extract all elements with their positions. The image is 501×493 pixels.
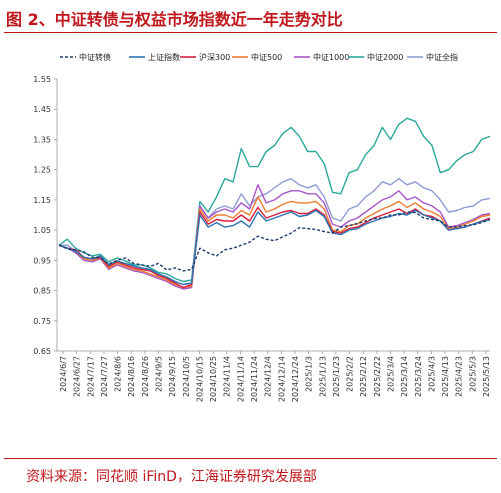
x-tick-label: 2024/8/26 (141, 356, 150, 397)
x-tick-label: 2024/11/24 (250, 356, 259, 402)
chart-legend: 中证转债 上证指数 沪深300 中证500 中证1000 中证2000 中证全指 (60, 52, 458, 62)
x-tick-label: 2025/4/13 (441, 356, 450, 397)
source-divider (4, 458, 497, 459)
x-tick-label: 2025/1/13 (318, 356, 327, 397)
x-tick-label: 2024/7/17 (86, 356, 95, 397)
legend-label: 沪深300 (199, 52, 230, 62)
x-tick-label: 2024/12/14 (277, 356, 286, 402)
x-tick-label: 2025/3/14 (400, 356, 409, 397)
series-line-3 (58, 196, 491, 289)
x-tick-label: 2025/5/3 (468, 356, 477, 392)
y-tick-label: 1.55 (33, 75, 51, 84)
figure-title: 图 2、中证转债与权益市场指数近一年走势对比 (6, 10, 343, 29)
y-tick-label: 1.45 (33, 105, 51, 114)
x-tick-label: 2025/5/13 (482, 356, 491, 397)
x-tick-label: 2024/7/27 (100, 356, 109, 397)
legend-label: 中证全指 (426, 52, 458, 62)
series-line-2 (58, 206, 491, 289)
x-tick-label: 2024/12/4 (264, 356, 273, 397)
x-tick-label: 2025/4/23 (455, 356, 464, 397)
x-tick-label: 2024/12/24 (291, 356, 300, 402)
x-tick-label: 2025/2/12 (359, 356, 368, 397)
y-tick-label: 0.65 (33, 347, 51, 356)
x-tick-label: 2025/3/24 (414, 356, 423, 397)
legend-label: 中证转债 (79, 52, 111, 62)
x-tick-label: 2025/4/3 (427, 356, 436, 392)
x-tick-label: 2025/1/3 (305, 356, 314, 392)
series-line-5 (58, 117, 491, 283)
x-tick-label: 2024/8/16 (127, 356, 136, 397)
y-tick-label: 0.85 (33, 287, 51, 296)
y-axis: 0.65 0.75 0.85 0.95 1.05 1.15 1.25 1.35 1.45 1.55 (33, 75, 58, 356)
source-note: 资料来源：同花顺 iFinD，江海证券研究发展部 (26, 469, 317, 485)
y-tick-label: 1.35 (33, 135, 51, 144)
legend-label: 中证1000 (313, 52, 349, 62)
y-tick-label: 1.05 (33, 226, 51, 235)
y-tick-label: 0.95 (33, 256, 51, 265)
series-line-4 (58, 184, 491, 290)
x-tick-label: 2024/8/6 (114, 356, 123, 392)
x-tick-label: 2024/10/15 (195, 356, 204, 402)
x-tick-label: 2024/6/27 (73, 356, 82, 397)
x-tick-label: 2024/9/5 (155, 356, 164, 392)
x-tick-label: 2025/1/23 (332, 356, 341, 397)
legend-label: 上证指数 (148, 52, 180, 62)
x-tick-label: 2024/11/4 (223, 356, 232, 397)
x-tick-label: 2024/10/5 (182, 356, 191, 397)
legend-label: 中证500 (251, 52, 282, 62)
x-tick-label: 2024/9/15 (168, 356, 177, 397)
x-tick-label: 2025/3/4 (386, 356, 395, 392)
x-axis: 2024/6/7 2024/6/27 2024/7/17 2024/7/27 2024/… (57, 350, 491, 402)
series-line-0 (58, 211, 491, 272)
series-line-6 (59, 177, 491, 286)
y-tick-label: 0.75 (33, 317, 51, 326)
x-tick-label: 2025/2/22 (373, 356, 382, 397)
title-divider (4, 32, 497, 33)
series-line-1 (58, 209, 491, 286)
x-tick-label: 2025/2/2 (346, 356, 355, 392)
y-tick-label: 1.15 (33, 196, 51, 205)
series-lines (58, 117, 491, 290)
x-tick-label: 2024/6/7 (59, 356, 68, 392)
line-chart: 中证转债 上证指数 沪深300 中证500 中证1000 中证2000 中证全指 0.650… (33, 52, 491, 402)
x-tick-label: 2024/10/25 (209, 356, 218, 402)
y-tick-label: 1.25 (33, 166, 51, 175)
x-tick-label: 2024/11/14 (236, 356, 245, 402)
legend-label: 中证2000 (367, 52, 403, 62)
